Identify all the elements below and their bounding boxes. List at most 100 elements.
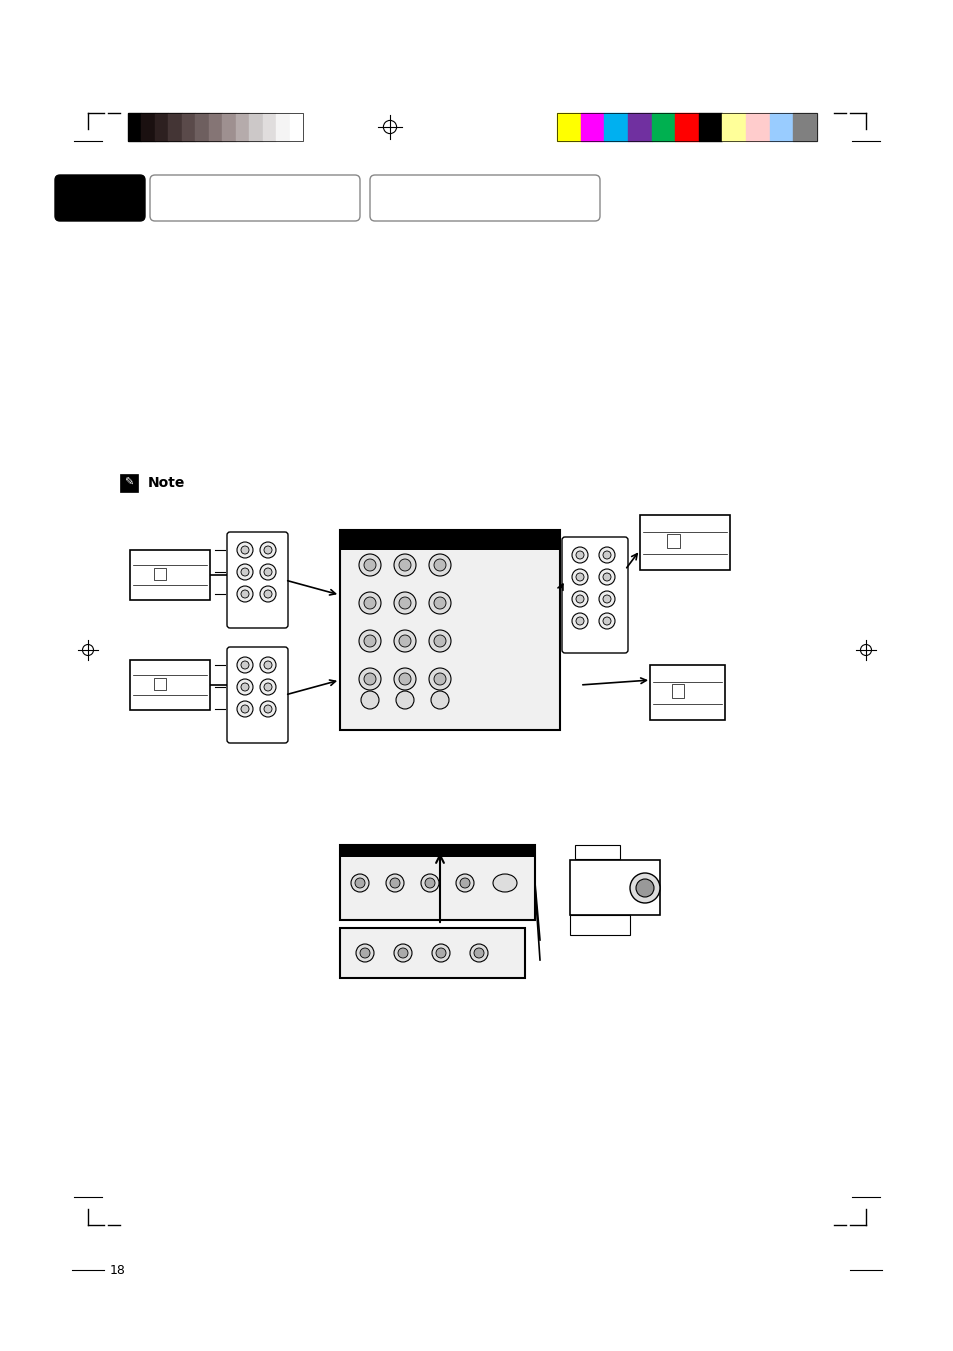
Text: Note: Note: [148, 476, 185, 490]
Circle shape: [397, 948, 408, 958]
Circle shape: [264, 590, 272, 598]
Circle shape: [432, 944, 450, 962]
Circle shape: [602, 594, 610, 603]
Circle shape: [576, 573, 583, 581]
Ellipse shape: [493, 874, 517, 892]
Bar: [249, 113, 262, 141]
Circle shape: [431, 690, 449, 709]
Circle shape: [264, 567, 272, 576]
Bar: [339, 530, 559, 730]
Bar: [128, 113, 141, 141]
Circle shape: [598, 613, 615, 630]
Circle shape: [602, 617, 610, 626]
Circle shape: [429, 667, 451, 690]
Bar: [275, 113, 289, 141]
Bar: [153, 677, 166, 690]
Circle shape: [576, 551, 583, 559]
Bar: [130, 661, 210, 711]
Bar: [672, 684, 683, 698]
FancyBboxPatch shape: [55, 176, 145, 222]
Circle shape: [576, 594, 583, 603]
Circle shape: [241, 590, 249, 598]
Circle shape: [355, 878, 365, 888]
Circle shape: [236, 586, 253, 603]
Circle shape: [241, 567, 249, 576]
Circle shape: [434, 597, 446, 609]
Circle shape: [260, 542, 275, 558]
Circle shape: [364, 559, 375, 571]
Circle shape: [434, 559, 446, 571]
Circle shape: [359, 948, 370, 958]
Bar: [627, 113, 651, 141]
Text: 18: 18: [110, 1263, 126, 1277]
Circle shape: [236, 680, 253, 694]
FancyBboxPatch shape: [370, 176, 599, 222]
Bar: [235, 113, 249, 141]
Circle shape: [602, 551, 610, 559]
Circle shape: [398, 597, 411, 609]
Circle shape: [572, 613, 587, 630]
Bar: [666, 534, 679, 549]
Circle shape: [236, 542, 253, 558]
Circle shape: [264, 661, 272, 669]
Bar: [339, 844, 535, 857]
FancyBboxPatch shape: [561, 536, 627, 653]
Circle shape: [429, 592, 451, 613]
Bar: [557, 113, 580, 141]
Circle shape: [264, 684, 272, 690]
Circle shape: [358, 630, 380, 653]
Circle shape: [236, 701, 253, 717]
Bar: [339, 844, 535, 920]
FancyBboxPatch shape: [227, 532, 288, 628]
Bar: [182, 113, 195, 141]
Bar: [339, 530, 559, 550]
Circle shape: [386, 874, 403, 892]
Circle shape: [394, 944, 412, 962]
Bar: [580, 113, 603, 141]
Circle shape: [394, 630, 416, 653]
Circle shape: [360, 690, 378, 709]
Circle shape: [355, 944, 374, 962]
Circle shape: [241, 546, 249, 554]
Circle shape: [394, 554, 416, 576]
Bar: [569, 915, 629, 935]
Circle shape: [260, 701, 275, 717]
Circle shape: [364, 635, 375, 647]
Circle shape: [572, 569, 587, 585]
Circle shape: [364, 673, 375, 685]
Bar: [651, 113, 675, 141]
FancyBboxPatch shape: [150, 176, 359, 222]
Circle shape: [456, 874, 474, 892]
Circle shape: [358, 667, 380, 690]
Bar: [575, 844, 619, 859]
Bar: [153, 567, 166, 580]
Bar: [745, 113, 769, 141]
Bar: [649, 665, 724, 720]
Bar: [793, 113, 816, 141]
Circle shape: [398, 559, 411, 571]
Circle shape: [598, 569, 615, 585]
Bar: [128, 113, 303, 141]
Circle shape: [398, 635, 411, 647]
Circle shape: [398, 673, 411, 685]
Circle shape: [241, 705, 249, 713]
Circle shape: [602, 573, 610, 581]
Circle shape: [576, 617, 583, 626]
Circle shape: [429, 630, 451, 653]
Circle shape: [241, 661, 249, 669]
Bar: [130, 550, 210, 600]
Bar: [289, 113, 303, 141]
Circle shape: [358, 592, 380, 613]
Circle shape: [572, 590, 587, 607]
Circle shape: [395, 690, 414, 709]
Bar: [569, 861, 659, 915]
Circle shape: [459, 878, 470, 888]
Circle shape: [429, 554, 451, 576]
Circle shape: [572, 547, 587, 563]
Bar: [120, 474, 138, 492]
Bar: [557, 113, 816, 141]
Bar: [169, 113, 182, 141]
Bar: [721, 113, 745, 141]
Circle shape: [420, 874, 438, 892]
Circle shape: [598, 590, 615, 607]
